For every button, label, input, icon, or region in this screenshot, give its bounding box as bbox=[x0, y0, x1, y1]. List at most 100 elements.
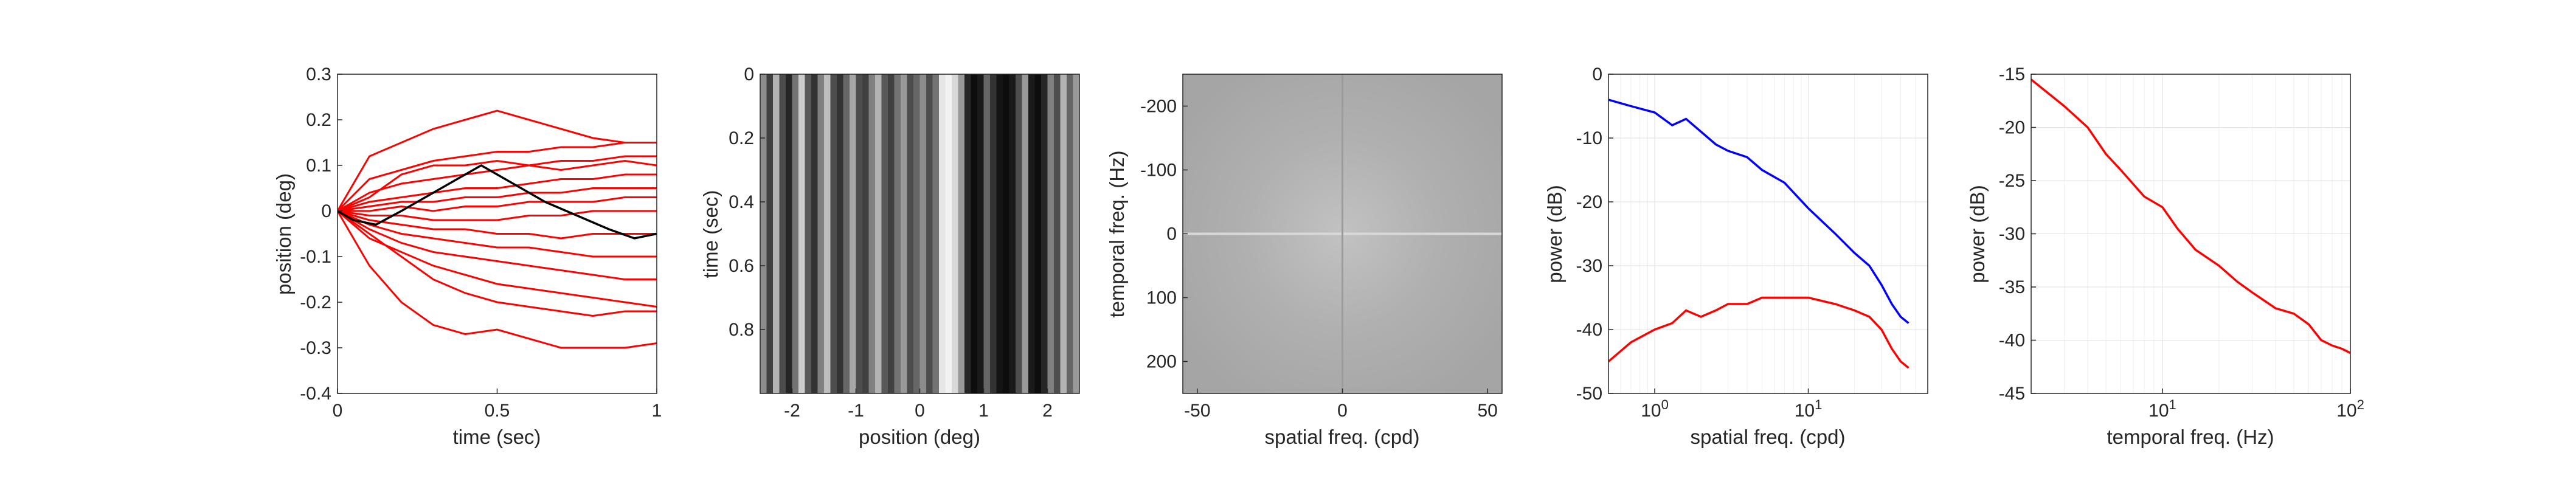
spectrum-line bbox=[1608, 298, 1909, 368]
y-axis-label: power (dB) bbox=[1966, 185, 1989, 283]
x-tick-label: -2 bbox=[784, 401, 800, 421]
x-tick-label: 1 bbox=[978, 401, 989, 421]
y-tick-label: -35 bbox=[1999, 277, 2025, 297]
y-tick-label: -30 bbox=[1999, 224, 2025, 244]
y-tick-label: -30 bbox=[1576, 256, 1602, 276]
stripe bbox=[946, 74, 952, 393]
y-tick-label: -25 bbox=[1999, 171, 2025, 191]
y-tick-label: 0.2 bbox=[729, 128, 754, 148]
stripe bbox=[818, 74, 825, 393]
y-tick-label: 0.4 bbox=[729, 192, 754, 212]
y-tick-label: -50 bbox=[1576, 384, 1602, 404]
stripe bbox=[1054, 74, 1061, 393]
stripe bbox=[850, 74, 856, 393]
stripe bbox=[882, 74, 888, 393]
y-tick-label: 0.1 bbox=[306, 156, 331, 176]
y-tick-label: -20 bbox=[1999, 118, 2025, 138]
y-tick-label: -20 bbox=[1576, 192, 1602, 212]
x-tick-label: 0 bbox=[915, 401, 925, 421]
stripe bbox=[1048, 74, 1054, 393]
x-tick-label: -1 bbox=[848, 401, 864, 421]
y-tick-label: -40 bbox=[1576, 320, 1602, 340]
stripe bbox=[1067, 74, 1073, 393]
x-axis-label: spatial freq. (cpd) bbox=[1265, 426, 1420, 448]
stripe bbox=[913, 74, 920, 393]
y-tick-label: -10 bbox=[1576, 128, 1602, 148]
trace-line bbox=[338, 156, 657, 211]
stripe bbox=[792, 74, 799, 393]
stripe bbox=[837, 74, 843, 393]
y-tick-label: 0.2 bbox=[306, 110, 331, 130]
stripe bbox=[971, 74, 978, 393]
stripe bbox=[1028, 74, 1035, 393]
y-tick-label: 0 bbox=[744, 64, 754, 85]
y-tick-label: 0.8 bbox=[729, 320, 754, 340]
stripe bbox=[805, 74, 812, 393]
stripe bbox=[875, 74, 882, 393]
stripe bbox=[824, 74, 831, 393]
y-tick-label: 0.3 bbox=[306, 64, 331, 85]
spectrum-line bbox=[1608, 100, 1909, 323]
y-tick-label: 100 bbox=[1146, 288, 1177, 308]
stripe bbox=[907, 74, 914, 393]
y-tick-label: -0.3 bbox=[300, 338, 331, 358]
panel-2d-spectrum: -50 0 50 -200 -100 0 100 200 spatial freq. (cpd… bbox=[1106, 74, 1502, 448]
stripe bbox=[990, 74, 997, 393]
stripe bbox=[786, 74, 792, 393]
stripe bbox=[1041, 74, 1048, 393]
trace-line bbox=[338, 211, 657, 307]
y-tick-label: 0.6 bbox=[729, 256, 754, 276]
stripe bbox=[933, 74, 940, 393]
y-tick-label: -200 bbox=[1140, 97, 1177, 117]
stripe bbox=[773, 74, 780, 393]
y-tick-label: -40 bbox=[1999, 331, 2025, 351]
stripe bbox=[888, 74, 895, 393]
x-tick-label: 101 bbox=[2148, 397, 2176, 421]
x-tick-label: 0 bbox=[1337, 401, 1348, 421]
x-axis-label: time (sec) bbox=[453, 426, 541, 448]
stripe bbox=[926, 74, 933, 393]
stripe bbox=[1035, 74, 1042, 393]
stripe bbox=[977, 74, 984, 393]
y-tick-label: -45 bbox=[1999, 384, 2025, 404]
x-tick-label: -50 bbox=[1184, 401, 1210, 421]
y-axis-label: position (deg) bbox=[272, 173, 295, 295]
x-axis-label: spatial freq. (cpd) bbox=[1691, 426, 1846, 448]
stripe bbox=[798, 74, 805, 393]
y-tick-label: 0 bbox=[1166, 224, 1177, 244]
stripe bbox=[1016, 74, 1022, 393]
stripe bbox=[997, 74, 1003, 393]
y-tick-label: -0.2 bbox=[300, 292, 331, 313]
stripe bbox=[952, 74, 958, 393]
stripe bbox=[767, 74, 774, 393]
y-tick-label: 200 bbox=[1146, 352, 1177, 372]
y-tick-label: 0 bbox=[1592, 64, 1602, 85]
stripe bbox=[869, 74, 876, 393]
panel-position-traces: 0 0.5 1 -0.4 -0.3 -0.2 -0.1 0 0.1 0.2 0.3 time (se… bbox=[272, 64, 662, 448]
trace-line bbox=[338, 211, 657, 348]
stripe bbox=[901, 74, 907, 393]
x-tick-label: 50 bbox=[1477, 401, 1497, 421]
stripe bbox=[1061, 74, 1067, 393]
x-axis-label: position (deg) bbox=[859, 426, 980, 448]
stripe bbox=[958, 74, 965, 393]
y-tick-label: -0.4 bbox=[300, 384, 331, 404]
stripe bbox=[1009, 74, 1016, 393]
y-tick-label: -100 bbox=[1140, 161, 1177, 181]
x-axis-label: temporal freq. (Hz) bbox=[2107, 426, 2274, 448]
y-tick-label: -15 bbox=[1999, 64, 2025, 85]
stripe bbox=[862, 74, 869, 393]
x-tick-label: 0.5 bbox=[485, 401, 510, 421]
stripe bbox=[939, 74, 946, 393]
stripe bbox=[984, 74, 991, 393]
y-axis-label: time (sec) bbox=[699, 190, 722, 278]
y-axis-label: temporal freq. (Hz) bbox=[1106, 150, 1128, 317]
spectrum-line bbox=[2031, 80, 2350, 353]
stripe bbox=[856, 74, 863, 393]
stripe bbox=[811, 74, 818, 393]
x-tick-label: 101 bbox=[1795, 397, 1823, 421]
stripe bbox=[831, 74, 837, 393]
y-tick-label: -0.1 bbox=[300, 247, 331, 267]
x-tick-label: 100 bbox=[1641, 397, 1669, 421]
